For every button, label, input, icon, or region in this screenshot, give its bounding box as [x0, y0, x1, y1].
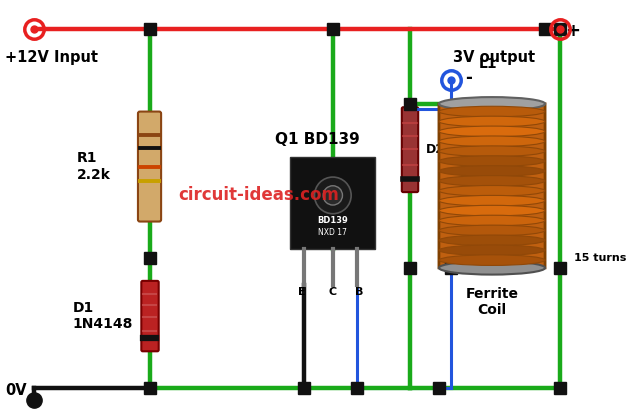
Ellipse shape	[439, 136, 545, 147]
Ellipse shape	[439, 146, 545, 156]
Ellipse shape	[439, 97, 545, 111]
Text: L1: L1	[478, 57, 497, 71]
Ellipse shape	[439, 176, 545, 186]
FancyBboxPatch shape	[290, 157, 375, 249]
Text: 0V: 0V	[5, 383, 27, 398]
Ellipse shape	[439, 126, 545, 137]
Ellipse shape	[439, 261, 545, 275]
Text: Q1 BD139: Q1 BD139	[275, 132, 360, 147]
Ellipse shape	[439, 166, 545, 176]
Ellipse shape	[439, 106, 545, 117]
Text: circuit-ideas.com: circuit-ideas.com	[178, 186, 339, 204]
Ellipse shape	[439, 255, 545, 265]
Text: +: +	[565, 22, 580, 40]
Text: BD139: BD139	[317, 216, 348, 225]
Text: B: B	[355, 287, 363, 297]
Ellipse shape	[439, 225, 545, 236]
FancyBboxPatch shape	[402, 107, 418, 192]
FancyBboxPatch shape	[138, 112, 161, 222]
Ellipse shape	[439, 245, 545, 255]
Ellipse shape	[439, 235, 545, 246]
Text: Ferrite
Coil: Ferrite Coil	[466, 286, 518, 317]
Text: -: -	[465, 69, 472, 87]
Circle shape	[323, 186, 343, 205]
Text: E: E	[298, 287, 306, 297]
Text: D1
1N4148: D1 1N4148	[72, 301, 133, 331]
Text: NXD 17: NXD 17	[319, 228, 347, 237]
FancyBboxPatch shape	[142, 281, 159, 351]
Text: D2: D2	[425, 143, 444, 155]
Ellipse shape	[439, 205, 545, 216]
FancyBboxPatch shape	[439, 104, 545, 268]
Text: 60 turns: 60 turns	[439, 140, 449, 187]
Ellipse shape	[439, 186, 545, 196]
Circle shape	[315, 177, 351, 214]
Text: C: C	[329, 287, 337, 297]
Text: +12V Input: +12V Input	[5, 50, 98, 65]
Text: 15 turns: 15 turns	[574, 253, 626, 263]
Ellipse shape	[439, 116, 545, 127]
Ellipse shape	[439, 156, 545, 166]
Text: R1
2.2k: R1 2.2k	[77, 151, 111, 182]
Ellipse shape	[439, 215, 545, 226]
Ellipse shape	[439, 195, 545, 206]
Text: 3V output: 3V output	[453, 50, 535, 65]
